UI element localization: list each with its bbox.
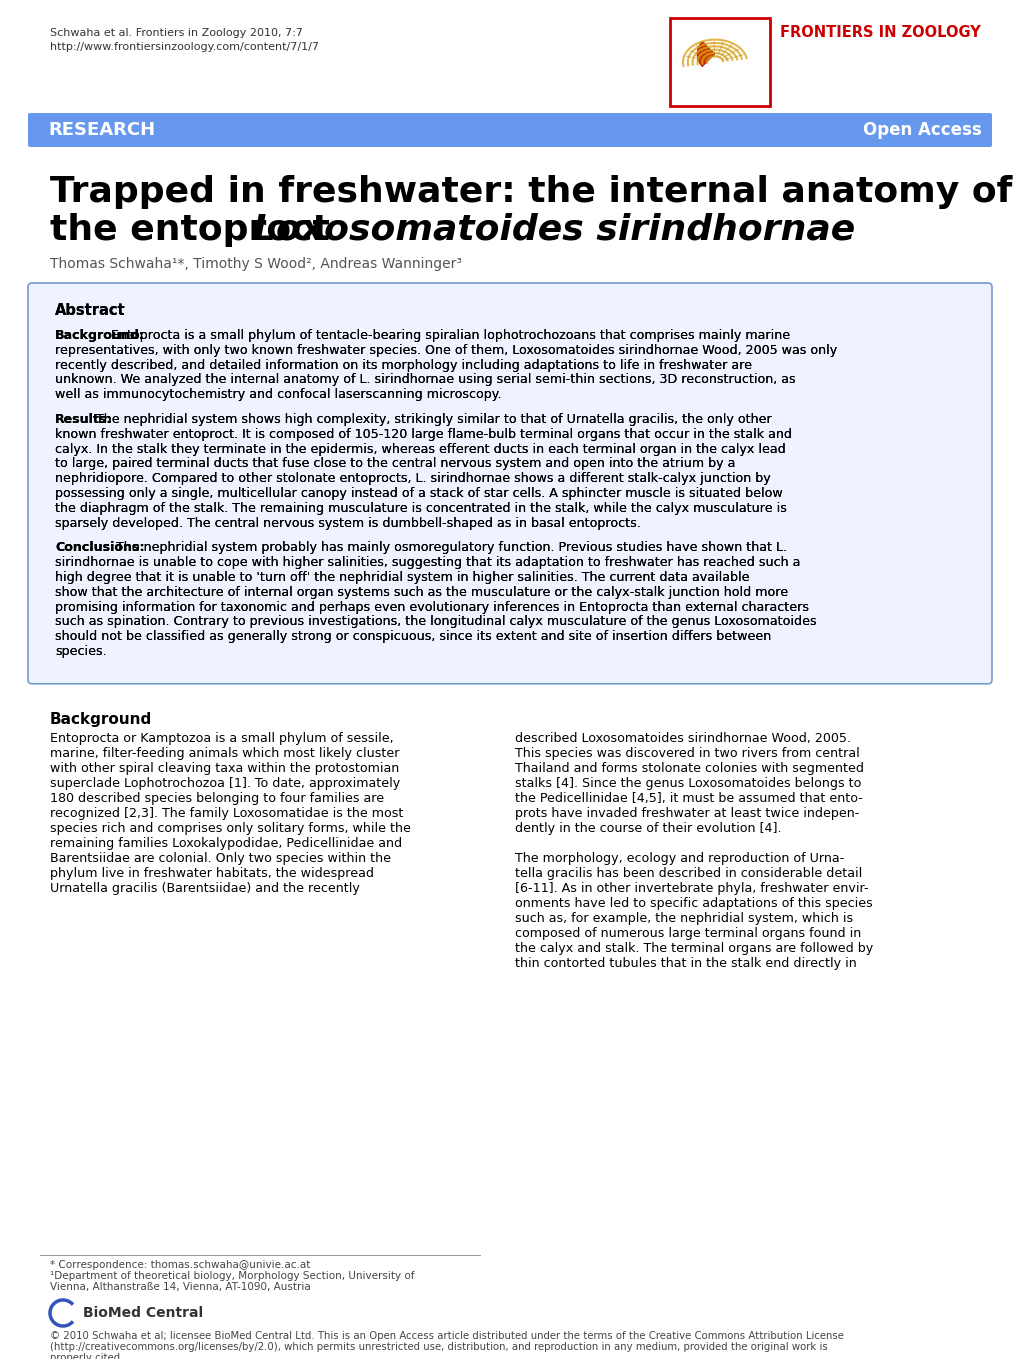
Text: Thomas Schwaha¹*, Timothy S Wood², Andreas Wanninger³: Thomas Schwaha¹*, Timothy S Wood², Andre… bbox=[50, 257, 462, 270]
Text: The nephridial system shows high complexity, strikingly similar to that of Urnat: The nephridial system shows high complex… bbox=[96, 413, 770, 425]
Text: recently described, and detailed information on its morphology including adaptat: recently described, and detailed informa… bbox=[55, 359, 751, 371]
Text: remaining families Loxokalypodidae, Pedicellinidae and: remaining families Loxokalypodidae, Pedi… bbox=[50, 837, 401, 849]
Text: possessing only a single, multicellular canopy instead of a stack of star cells.: possessing only a single, multicellular … bbox=[55, 487, 782, 500]
Text: Background:: Background: bbox=[55, 329, 145, 342]
Text: the diaphragm of the stalk. The remaining musculature is concentrated in the sta: the diaphragm of the stalk. The remainin… bbox=[55, 501, 786, 515]
Text: unknown. We analyzed the internal anatomy of L. sirindhornae using serial semi-t: unknown. We analyzed the internal anatom… bbox=[55, 374, 795, 386]
Text: Conclusions:: Conclusions: bbox=[55, 541, 145, 554]
Text: Conclusions:: Conclusions: bbox=[55, 541, 145, 554]
Text: Entoprocta or Kamptozoa is a small phylum of sessile,: Entoprocta or Kamptozoa is a small phylu… bbox=[50, 731, 393, 745]
Text: Entoprocta is a small phylum of tentacle-bearing spiralian lophotrochozoans that: Entoprocta is a small phylum of tentacle… bbox=[111, 329, 790, 342]
Wedge shape bbox=[696, 41, 714, 67]
Text: superclade Lophotrochozoa [1]. To date, approximately: superclade Lophotrochozoa [1]. To date, … bbox=[50, 777, 399, 790]
Text: The morphology, ecology and reproduction of Urna-: The morphology, ecology and reproduction… bbox=[515, 852, 844, 864]
Text: known freshwater entoproct. It is composed of 105-120 large flame-bulb terminal : known freshwater entoproct. It is compos… bbox=[55, 428, 791, 440]
Text: possessing only a single, multicellular canopy instead of a stack of star cells.: possessing only a single, multicellular … bbox=[55, 487, 782, 500]
Text: onments have led to specific adaptations of this species: onments have led to specific adaptations… bbox=[515, 897, 872, 909]
Text: such as spination. Contrary to previous investigations, the longitudinal calyx m: such as spination. Contrary to previous … bbox=[55, 616, 816, 628]
FancyBboxPatch shape bbox=[669, 18, 769, 106]
Text: prots have invaded freshwater at least twice indepen-: prots have invaded freshwater at least t… bbox=[515, 807, 859, 819]
Text: sparsely developed. The central nervous system is dumbbell-shaped as in basal en: sparsely developed. The central nervous … bbox=[55, 516, 640, 530]
Text: Urnatella gracilis (Barentsiidae) and the recently: Urnatella gracilis (Barentsiidae) and th… bbox=[50, 882, 360, 894]
Text: ¹Department of theoretical biology, Morphology Section, University of: ¹Department of theoretical biology, Morp… bbox=[50, 1271, 414, 1282]
Text: recently described, and detailed information on its morphology including adaptat: recently described, and detailed informa… bbox=[55, 359, 751, 371]
FancyBboxPatch shape bbox=[28, 113, 991, 147]
Text: BioMed Central: BioMed Central bbox=[83, 1306, 203, 1320]
Text: show that the architecture of internal organ systems such as the musculature or : show that the architecture of internal o… bbox=[55, 586, 788, 599]
Text: 180 described species belonging to four families are: 180 described species belonging to four … bbox=[50, 792, 384, 805]
Text: nephridiopore. Compared to other stolonate entoprocts, L. sirindhornae shows a d: nephridiopore. Compared to other stolona… bbox=[55, 472, 770, 485]
Text: http://www.frontiersinzoology.com/content/7/1/7: http://www.frontiersinzoology.com/conten… bbox=[50, 42, 319, 52]
Text: show that the architecture of internal organ systems such as the musculature or : show that the architecture of internal o… bbox=[55, 586, 788, 599]
Text: such as spination. Contrary to previous investigations, the longitudinal calyx m: such as spination. Contrary to previous … bbox=[55, 616, 816, 628]
Text: should not be classified as generally strong or conspicuous, since its extent an: should not be classified as generally st… bbox=[55, 631, 770, 643]
Text: unknown. We analyzed the internal anatomy of L. sirindhornae using serial semi-t: unknown. We analyzed the internal anatom… bbox=[55, 374, 795, 386]
Text: Trapped in freshwater: the internal anatomy of: Trapped in freshwater: the internal anat… bbox=[50, 175, 1012, 209]
Text: species rich and comprises only solitary forms, while the: species rich and comprises only solitary… bbox=[50, 822, 411, 834]
Text: Thailand and forms stolonate colonies with segmented: Thailand and forms stolonate colonies wi… bbox=[515, 762, 863, 775]
Text: stalks [4]. Since the genus Loxosomatoides belongs to: stalks [4]. Since the genus Loxosomatoid… bbox=[515, 777, 860, 790]
Text: The nephridial system probably has mainly osmoregulatory function. Previous stud: The nephridial system probably has mainl… bbox=[116, 541, 787, 554]
Text: FRONTIERS IN ZOOLOGY: FRONTIERS IN ZOOLOGY bbox=[780, 24, 980, 39]
Text: such as, for example, the nephridial system, which is: such as, for example, the nephridial sys… bbox=[515, 912, 852, 925]
Text: should not be classified as generally strong or conspicuous, since its extent an: should not be classified as generally st… bbox=[55, 631, 770, 643]
Text: Results:: Results: bbox=[55, 413, 112, 425]
Text: thin contorted tubules that in the stalk end directly in: thin contorted tubules that in the stalk… bbox=[515, 957, 856, 970]
Text: sirindhornae is unable to cope with higher salinities, suggesting that its adapt: sirindhornae is unable to cope with high… bbox=[55, 556, 800, 569]
Text: the entoproct: the entoproct bbox=[50, 213, 342, 247]
Text: species.: species. bbox=[55, 646, 107, 658]
Text: with other spiral cleaving taxa within the protostomian: with other spiral cleaving taxa within t… bbox=[50, 762, 398, 775]
Text: recognized [2,3]. The family Loxosomatidae is the most: recognized [2,3]. The family Loxosomatid… bbox=[50, 807, 403, 819]
Text: the calyx and stalk. The terminal organs are followed by: the calyx and stalk. The terminal organs… bbox=[515, 942, 872, 955]
Text: marine, filter-feeding animals which most likely cluster: marine, filter-feeding animals which mos… bbox=[50, 747, 399, 760]
Text: species.: species. bbox=[55, 646, 107, 658]
Text: [6-11]. As in other invertebrate phyla, freshwater envir-: [6-11]. As in other invertebrate phyla, … bbox=[515, 882, 868, 894]
Text: Background: Background bbox=[50, 712, 152, 727]
Text: high degree that it is unable to 'turn off' the nephridial system in higher sali: high degree that it is unable to 'turn o… bbox=[55, 571, 749, 584]
Text: promising information for taxonomic and perhaps even evolutionary inferences in : promising information for taxonomic and … bbox=[55, 601, 808, 614]
Text: Barentsiidae are colonial. Only two species within the: Barentsiidae are colonial. Only two spec… bbox=[50, 852, 390, 864]
Text: Vienna, Althanstraße 14, Vienna, AT-1090, Austria: Vienna, Althanstraße 14, Vienna, AT-1090… bbox=[50, 1282, 311, 1292]
Text: Entoprocta is a small phylum of tentacle-bearing spiralian lophotrochozoans that: Entoprocta is a small phylum of tentacle… bbox=[111, 329, 790, 342]
FancyBboxPatch shape bbox=[28, 283, 991, 684]
Text: to large, paired terminal ducts that fuse close to the central nervous system an: to large, paired terminal ducts that fus… bbox=[55, 458, 735, 470]
Text: * Correspondence: thomas.schwaha@univie.ac.at: * Correspondence: thomas.schwaha@univie.… bbox=[50, 1260, 310, 1271]
Text: (http://creativecommons.org/licenses/by/2.0), which permits unrestricted use, di: (http://creativecommons.org/licenses/by/… bbox=[50, 1341, 827, 1352]
Text: representatives, with only two known freshwater species. One of them, Loxosomato: representatives, with only two known fre… bbox=[55, 344, 837, 357]
Text: described Loxosomatoides sirindhornae Wood, 2005.: described Loxosomatoides sirindhornae Wo… bbox=[515, 731, 850, 745]
Text: calyx. In the stalk they terminate in the epidermis, whereas efferent ducts in e: calyx. In the stalk they terminate in th… bbox=[55, 443, 785, 455]
Text: well as immunocytochemistry and confocal laserscanning microscopy.: well as immunocytochemistry and confocal… bbox=[55, 389, 501, 401]
Text: calyx. In the stalk they terminate in the epidermis, whereas efferent ducts in e: calyx. In the stalk they terminate in th… bbox=[55, 443, 785, 455]
Text: © 2010 Schwaha et al; licensee BioMed Central Ltd. This is an Open Access articl: © 2010 Schwaha et al; licensee BioMed Ce… bbox=[50, 1330, 843, 1341]
Text: Background:: Background: bbox=[55, 329, 145, 342]
Text: The nephridial system shows high complexity, strikingly similar to that of Urnat: The nephridial system shows high complex… bbox=[96, 413, 770, 425]
Text: Abstract: Abstract bbox=[55, 303, 125, 318]
Text: sirindhornae is unable to cope with higher salinities, suggesting that its adapt: sirindhornae is unable to cope with high… bbox=[55, 556, 800, 569]
Text: Loxosomatoides sirindhornae: Loxosomatoides sirindhornae bbox=[253, 213, 854, 247]
Text: known freshwater entoproct. It is composed of 105-120 large flame-bulb terminal : known freshwater entoproct. It is compos… bbox=[55, 428, 791, 440]
Text: The nephridial system probably has mainly osmoregulatory function. Previous stud: The nephridial system probably has mainl… bbox=[116, 541, 787, 554]
Text: Schwaha et al. Frontiers in Zoology 2010, 7:7: Schwaha et al. Frontiers in Zoology 2010… bbox=[50, 29, 303, 38]
Text: properly cited.: properly cited. bbox=[50, 1354, 123, 1359]
Text: Results:: Results: bbox=[55, 413, 112, 425]
Text: This species was discovered in two rivers from central: This species was discovered in two river… bbox=[515, 747, 859, 760]
Text: sparsely developed. The central nervous system is dumbbell-shaped as in basal en: sparsely developed. The central nervous … bbox=[55, 516, 640, 530]
Text: Open Access: Open Access bbox=[862, 121, 981, 139]
Text: representatives, with only two known freshwater species. One of them, Loxosomato: representatives, with only two known fre… bbox=[55, 344, 837, 357]
Text: tella gracilis has been described in considerable detail: tella gracilis has been described in con… bbox=[515, 867, 861, 879]
Circle shape bbox=[48, 1298, 77, 1328]
Text: the diaphragm of the stalk. The remaining musculature is concentrated in the sta: the diaphragm of the stalk. The remainin… bbox=[55, 501, 786, 515]
Text: nephridiopore. Compared to other stolonate entoprocts, L. sirindhornae shows a d: nephridiopore. Compared to other stolona… bbox=[55, 472, 770, 485]
Text: dently in the course of their evolution [4].: dently in the course of their evolution … bbox=[515, 822, 781, 834]
Text: promising information for taxonomic and perhaps even evolutionary inferences in : promising information for taxonomic and … bbox=[55, 601, 808, 614]
Text: Abstract: Abstract bbox=[55, 303, 125, 318]
Text: composed of numerous large terminal organs found in: composed of numerous large terminal orga… bbox=[515, 927, 860, 940]
Text: high degree that it is unable to 'turn off' the nephridial system in higher sali: high degree that it is unable to 'turn o… bbox=[55, 571, 749, 584]
Text: the Pedicellinidae [4,5], it must be assumed that ento-: the Pedicellinidae [4,5], it must be ass… bbox=[515, 792, 862, 805]
Text: well as immunocytochemistry and confocal laserscanning microscopy.: well as immunocytochemistry and confocal… bbox=[55, 389, 501, 401]
Text: to large, paired terminal ducts that fuse close to the central nervous system an: to large, paired terminal ducts that fus… bbox=[55, 458, 735, 470]
Text: phylum live in freshwater habitats, the widespread: phylum live in freshwater habitats, the … bbox=[50, 867, 374, 879]
Text: RESEARCH: RESEARCH bbox=[48, 121, 155, 139]
